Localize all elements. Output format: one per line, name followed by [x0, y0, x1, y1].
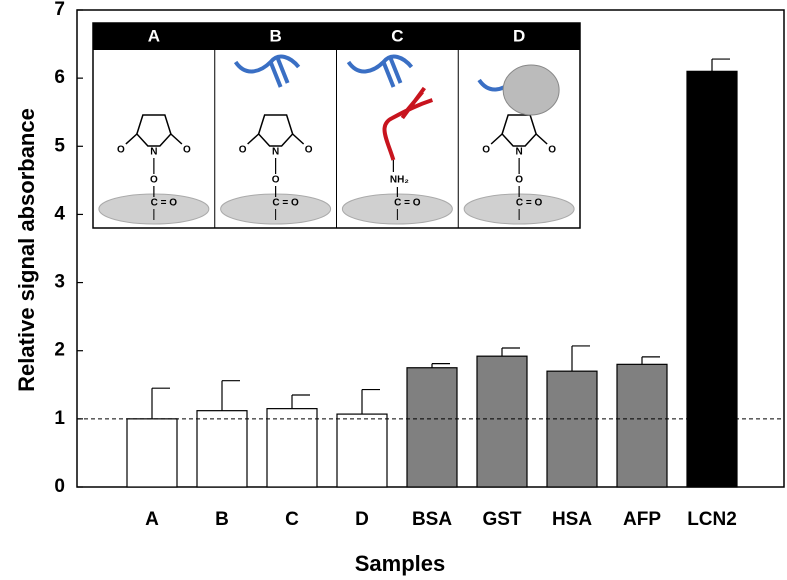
- x-tick-label: A: [145, 509, 159, 530]
- x-tick-label: C: [285, 509, 299, 530]
- bond: [125, 133, 138, 145]
- bond: [292, 133, 305, 145]
- atom-label: NH₂: [390, 175, 409, 186]
- bond: [535, 133, 548, 145]
- x-tick-label: AFP: [623, 509, 661, 530]
- atom-label: N: [150, 147, 157, 158]
- bar: [266, 408, 318, 488]
- bar: [686, 70, 738, 488]
- atom-label: C = O: [394, 198, 421, 209]
- x-axis-label: Samples: [355, 551, 446, 576]
- bar: [336, 413, 388, 488]
- y-tick-label: 7: [54, 0, 65, 20]
- bar: [126, 418, 178, 488]
- atom-label: O: [150, 175, 158, 186]
- bar: [616, 363, 668, 488]
- bar: [476, 355, 528, 488]
- atom-label: O: [482, 145, 490, 156]
- panel-label: D: [513, 26, 525, 45]
- protein: [502, 64, 560, 116]
- y-tick-label: 4: [54, 203, 65, 224]
- atom-label: C = O: [151, 198, 178, 209]
- atom-label: O: [305, 145, 313, 156]
- y-tick-label: 1: [54, 408, 65, 429]
- panel-label: A: [148, 26, 160, 45]
- y-tick-label: 0: [54, 476, 65, 497]
- panel-label: B: [269, 26, 281, 45]
- x-tick-label: D: [355, 509, 369, 530]
- atom-label: O: [117, 145, 125, 156]
- bond: [170, 133, 183, 145]
- x-tick-label: LCN2: [687, 509, 737, 530]
- bar: [406, 367, 458, 488]
- atom-label: O: [183, 145, 191, 156]
- x-tick-label: BSA: [412, 509, 452, 530]
- atom-label: O: [239, 145, 247, 156]
- y-tick-label: 5: [54, 135, 65, 156]
- y-axis-label: Relative signal absorbance: [14, 108, 39, 392]
- y-tick-label: 2: [54, 340, 65, 361]
- atom-label: O: [548, 145, 556, 156]
- x-tick-label: HSA: [552, 509, 592, 530]
- bar: [546, 370, 598, 488]
- x-tick-label: GST: [482, 509, 521, 530]
- atom-label: C = O: [516, 198, 543, 209]
- y-tick-label: 6: [54, 67, 65, 88]
- atom-label: N: [272, 147, 279, 158]
- aptamer: [346, 54, 414, 88]
- bar: [196, 410, 248, 488]
- bond: [247, 133, 260, 145]
- atom-label: O: [272, 175, 280, 186]
- atom-label: C = O: [272, 198, 299, 209]
- bond: [490, 133, 503, 145]
- panel-label: C: [391, 26, 403, 45]
- atom-label: N: [516, 147, 523, 158]
- aptamer: [382, 86, 434, 161]
- y-tick-label: 3: [54, 272, 65, 293]
- atom-label: O: [515, 175, 523, 186]
- x-tick-label: B: [215, 509, 229, 530]
- aptamer: [233, 54, 301, 88]
